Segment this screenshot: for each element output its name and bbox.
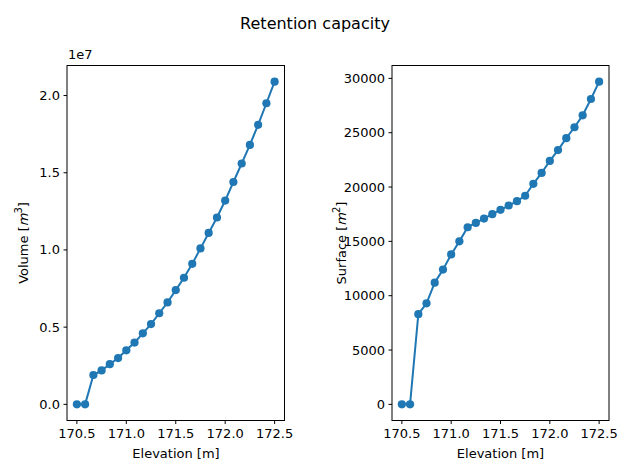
ylabel-suffix: ] <box>16 202 31 207</box>
y-tick-label: 5000 <box>352 343 385 358</box>
y-axis-label-surface: Surface [m2] <box>331 202 348 285</box>
data-point <box>414 310 422 318</box>
y-tick-label: 0 <box>377 397 385 412</box>
y-tick-label: 15000 <box>344 234 385 249</box>
ylabel-text: Volume [ <box>16 226 31 284</box>
x-axis-label-volume: Elevation [m] <box>67 446 285 463</box>
data-point <box>439 266 447 274</box>
data-point <box>447 250 455 258</box>
x-tick-label: 171.5 <box>482 426 519 441</box>
data-point <box>398 400 406 408</box>
surface-chart: 170.5 171.0 171.5 172.0 172.5 0 5000 10000 15000… <box>0 0 630 475</box>
ylabel-text: Surface [ <box>334 226 349 285</box>
data-point <box>529 180 537 188</box>
data-point <box>595 78 603 86</box>
x-tick-label: 171.0 <box>433 426 470 441</box>
axes-box <box>392 66 609 421</box>
data-line <box>402 82 599 405</box>
data-point <box>480 214 488 222</box>
figure: Retention capacity 170.5171.0171.5172.01… <box>0 0 630 475</box>
data-point <box>472 219 480 227</box>
y-tick-label: 10000 <box>344 288 385 303</box>
data-point <box>455 237 463 245</box>
data-point <box>546 157 554 165</box>
y-tick-label: 20000 <box>344 180 385 195</box>
data-point <box>513 197 521 205</box>
y-tick-label: 25000 <box>344 125 385 140</box>
data-point <box>538 169 546 177</box>
data-point <box>496 206 504 214</box>
data-point <box>431 279 439 287</box>
ylabel-suffix: ] <box>334 202 349 207</box>
ylabel-exponent: 2 <box>331 207 342 213</box>
y-tick-label: 30000 <box>344 71 385 86</box>
data-point <box>488 210 496 218</box>
data-point <box>587 95 595 103</box>
ylabel-unit: m <box>16 214 31 227</box>
x-tick-label: 172.5 <box>581 426 618 441</box>
data-point <box>521 192 529 200</box>
data-point <box>579 111 587 119</box>
data-point <box>422 299 430 307</box>
data-point <box>505 201 513 209</box>
data-point <box>554 146 562 154</box>
data-point <box>570 123 578 131</box>
y-axis-label-volume: Volume [m3] <box>13 202 30 284</box>
data-point <box>464 223 472 231</box>
x-tick-label: 172.0 <box>531 426 568 441</box>
x-axis-label-surface: Elevation [m] <box>392 446 609 463</box>
ylabel-unit: m <box>334 213 349 226</box>
data-point <box>562 134 570 142</box>
data-point <box>406 400 414 408</box>
ylabel-exponent: 3 <box>13 207 24 213</box>
x-tick-label: 170.5 <box>383 426 420 441</box>
